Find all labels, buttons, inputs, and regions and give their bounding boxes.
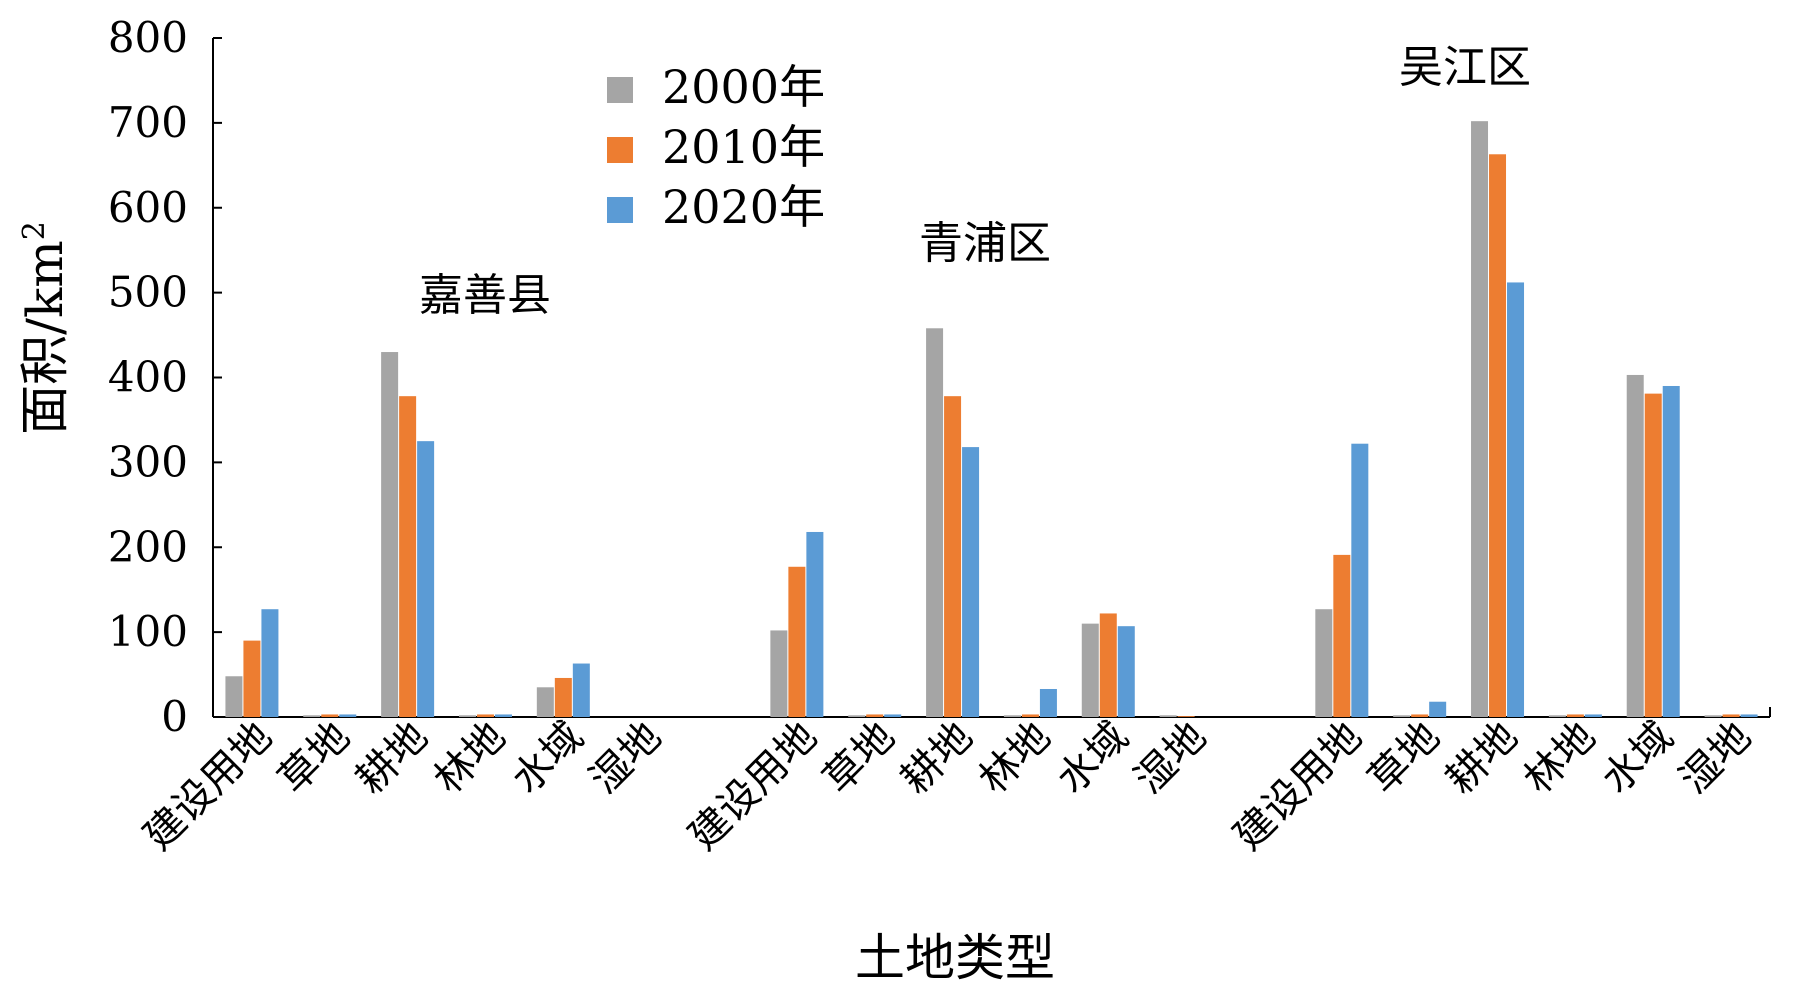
bar bbox=[572, 663, 590, 717]
y-tick-label: 800 bbox=[108, 13, 188, 62]
legend-label: 2000年 bbox=[662, 60, 825, 114]
legend-swatch bbox=[607, 77, 633, 103]
category-label: 耕地 bbox=[1438, 714, 1527, 803]
category-label: 建设用地 bbox=[680, 714, 826, 860]
bar bbox=[1315, 609, 1333, 717]
bar bbox=[303, 715, 321, 717]
bar bbox=[1099, 613, 1117, 717]
bar bbox=[1566, 714, 1584, 717]
bars bbox=[225, 121, 1758, 718]
bar bbox=[1021, 714, 1039, 717]
bar bbox=[381, 352, 399, 717]
bar bbox=[866, 714, 884, 717]
bar bbox=[339, 714, 357, 717]
y-tick-label: 600 bbox=[108, 183, 188, 232]
bar bbox=[476, 714, 494, 717]
group-label: 吴江区 bbox=[1399, 42, 1531, 93]
bar bbox=[1722, 714, 1740, 717]
bar bbox=[1548, 715, 1566, 717]
bar bbox=[962, 447, 980, 717]
category-label: 水域 bbox=[1048, 714, 1137, 803]
y-tick-label: 500 bbox=[108, 268, 188, 317]
group-label: 嘉善县 bbox=[419, 270, 551, 321]
bar bbox=[1704, 715, 1722, 717]
bar bbox=[243, 640, 261, 717]
bar bbox=[1626, 374, 1644, 717]
category-label: 草地 bbox=[815, 714, 904, 803]
bar bbox=[1117, 626, 1135, 717]
bar bbox=[1177, 716, 1195, 717]
bar bbox=[1740, 714, 1758, 717]
y-tick-label: 100 bbox=[108, 607, 188, 656]
group-label: 青浦区 bbox=[919, 218, 1051, 269]
bar bbox=[848, 715, 866, 717]
y-tick-label: 300 bbox=[108, 437, 188, 486]
bar bbox=[1039, 688, 1057, 717]
bar bbox=[1351, 443, 1369, 717]
legend-swatch bbox=[607, 137, 633, 163]
category-label: 耕地 bbox=[348, 714, 437, 803]
bar bbox=[1393, 715, 1411, 717]
bar bbox=[261, 609, 279, 717]
bar bbox=[884, 714, 902, 717]
bar bbox=[1081, 623, 1099, 717]
bar bbox=[926, 328, 944, 717]
category-label: 建设用地 bbox=[135, 714, 281, 860]
legend-swatch bbox=[607, 197, 633, 223]
category-label: 草地 bbox=[1360, 714, 1449, 803]
bar bbox=[536, 687, 554, 717]
bar bbox=[1644, 393, 1662, 717]
x-axis-title: 土地类型 bbox=[855, 929, 1055, 987]
category-label: 湿地 bbox=[1126, 714, 1215, 803]
category-label: 湿地 bbox=[581, 714, 670, 803]
y-tick-label: 0 bbox=[161, 692, 188, 741]
bar bbox=[417, 441, 435, 717]
category-label: 水域 bbox=[503, 714, 592, 803]
bar bbox=[770, 630, 788, 717]
category-label: 耕地 bbox=[893, 714, 982, 803]
legend-label: 2010年 bbox=[662, 120, 825, 174]
bar bbox=[458, 715, 476, 717]
bar bbox=[806, 531, 824, 717]
category-label: 林地 bbox=[425, 714, 514, 803]
category-label: 林地 bbox=[970, 714, 1059, 803]
bar bbox=[1159, 715, 1177, 717]
bar bbox=[1471, 121, 1489, 718]
bar bbox=[1584, 714, 1602, 717]
legend: 2000年 2010年 2020年 bbox=[607, 60, 825, 234]
y-tick-label: 400 bbox=[108, 353, 188, 402]
bar bbox=[1333, 554, 1351, 717]
bar bbox=[554, 677, 572, 717]
y-tick-label: 700 bbox=[108, 98, 188, 147]
bar bbox=[225, 676, 243, 717]
category-label: 水域 bbox=[1593, 714, 1682, 803]
axes: 0 100 200 300 400 500 600 700 800 bbox=[108, 13, 1771, 741]
bar bbox=[399, 396, 417, 717]
category-label: 林地 bbox=[1515, 714, 1604, 803]
bar bbox=[1411, 714, 1429, 717]
bar bbox=[1003, 715, 1021, 717]
category-label: 湿地 bbox=[1671, 714, 1760, 803]
bar bbox=[1662, 385, 1680, 717]
bar bbox=[321, 714, 339, 717]
bar bbox=[494, 714, 512, 717]
bar bbox=[1507, 282, 1525, 717]
category-label: 草地 bbox=[270, 714, 359, 803]
category-label: 建设用地 bbox=[1225, 714, 1371, 860]
bar bbox=[788, 566, 806, 717]
bar bbox=[944, 396, 962, 717]
bar bbox=[1489, 154, 1507, 717]
y-tick-label: 200 bbox=[108, 522, 188, 571]
bar bbox=[1429, 701, 1447, 717]
y-axis-title: 面积/km2 bbox=[16, 221, 74, 435]
legend-label: 2020年 bbox=[662, 180, 825, 234]
